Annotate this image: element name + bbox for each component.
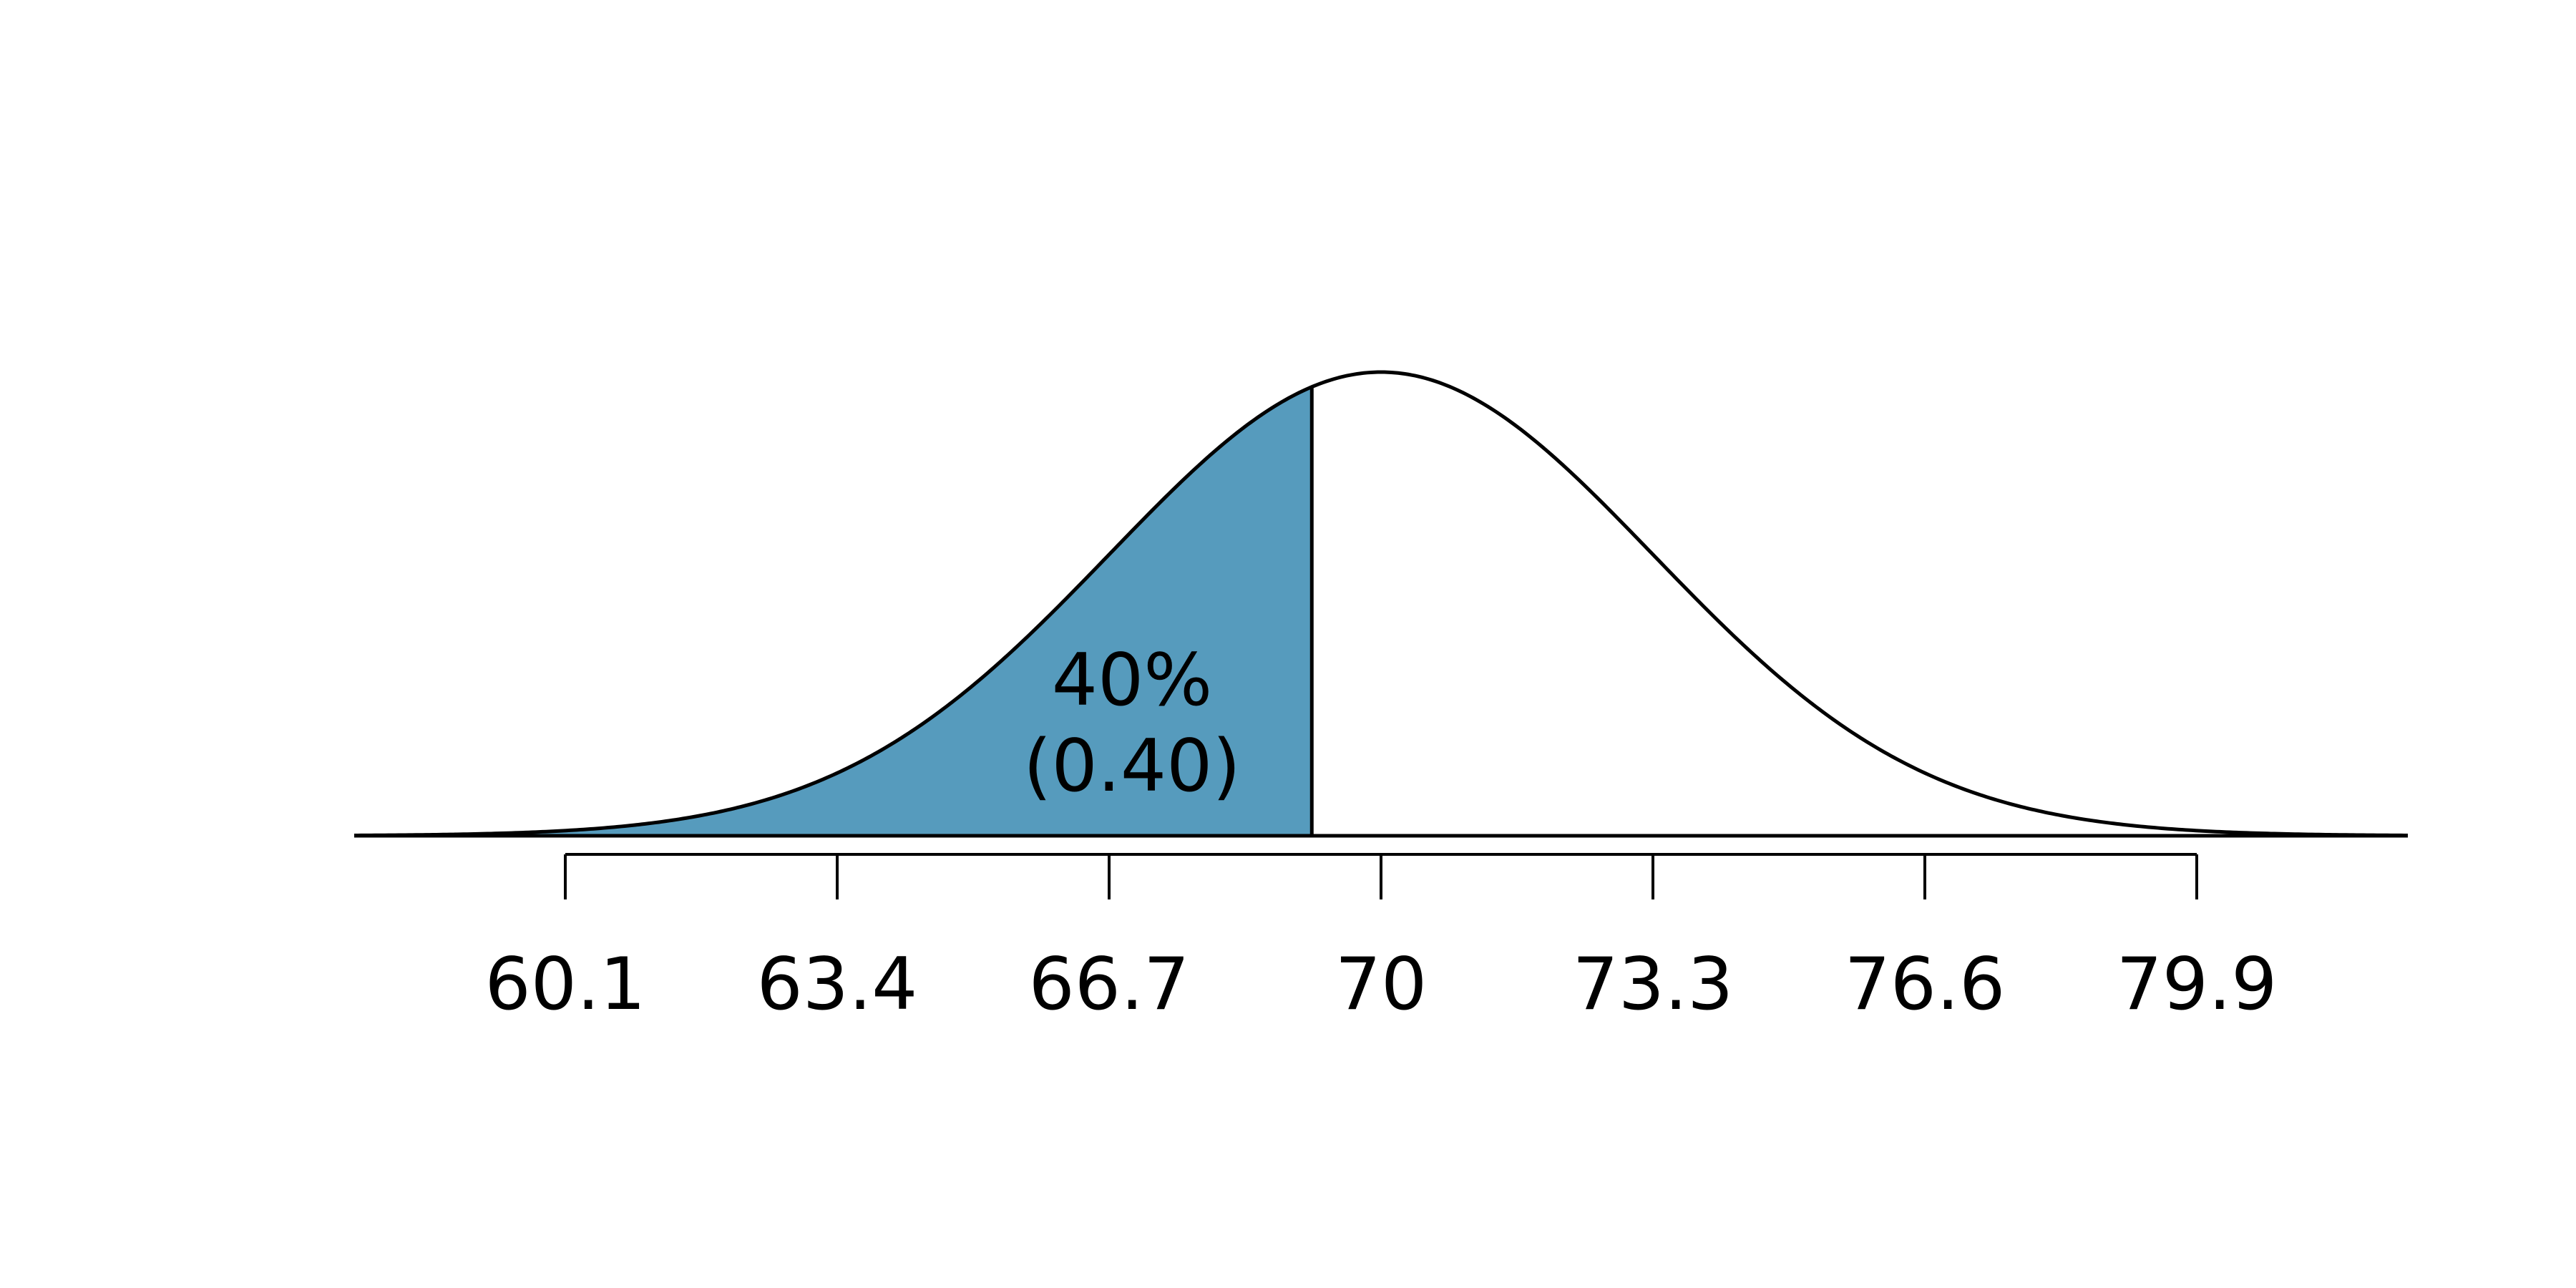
x-tick-label: 79.9 bbox=[2117, 942, 2278, 1026]
percent-annotation: 40% bbox=[1052, 638, 1213, 722]
density-curve bbox=[353, 370, 2409, 837]
x-tick-label: 66.7 bbox=[1029, 942, 1190, 1026]
x-tick-label: 63.4 bbox=[757, 942, 918, 1026]
decimal-annotation: (0.40) bbox=[1023, 723, 1241, 808]
x-tick-label: 60.1 bbox=[485, 942, 646, 1026]
x-axis-ticks: 60.1 63.4 66.7 70 73.3 76.6 79.9 bbox=[485, 854, 2278, 1026]
x-tick-label: 70 bbox=[1335, 942, 1428, 1026]
shaded-lower-tail-area bbox=[354, 386, 1312, 836]
x-tick-label: 73.3 bbox=[1573, 942, 1734, 1026]
x-tick-label: 76.6 bbox=[1845, 942, 2006, 1026]
